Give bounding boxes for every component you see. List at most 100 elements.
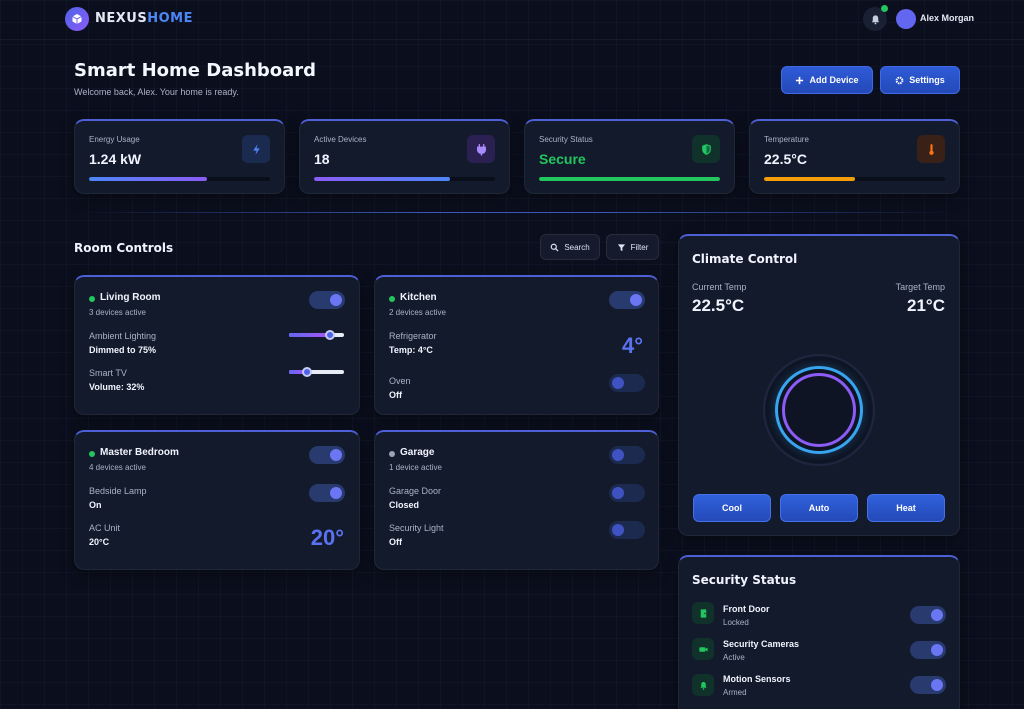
energy-progress-fill <box>89 177 207 181</box>
ambient-lighting-slider[interactable] <box>289 330 344 340</box>
room-device-count: 4 devices active <box>89 463 146 472</box>
room-status-dot <box>389 451 395 457</box>
mode-heat-button[interactable]: Heat <box>867 494 945 522</box>
device-state: On <box>89 500 102 510</box>
device-name: Security Light <box>389 523 444 533</box>
filter-button[interactable]: Filter <box>606 234 659 260</box>
dial-outer-ring <box>775 366 863 454</box>
room-device-count: 3 devices active <box>89 308 146 317</box>
security-light-toggle[interactable] <box>609 521 645 539</box>
stat-label: Energy Usage <box>89 135 140 144</box>
bedside-lamp-toggle[interactable] <box>309 484 345 502</box>
device-state: Volume: 32% <box>89 382 145 392</box>
add-device-button[interactable]: Add Device <box>781 66 873 94</box>
security-progress-track <box>539 177 720 181</box>
master-bedroom-power-toggle[interactable] <box>309 446 345 464</box>
stat-label: Active Devices <box>314 135 367 144</box>
device-name: Smart TV <box>89 368 127 378</box>
device-state: Closed <box>389 500 420 510</box>
filter-label: Filter <box>630 242 649 252</box>
thermostat-dial[interactable] <box>763 354 875 466</box>
device-state: Off <box>389 537 402 547</box>
device-name: Bedside Lamp <box>89 486 147 496</box>
settings-button[interactable]: Settings <box>880 66 960 94</box>
security-item-state: Locked <box>723 618 749 627</box>
add-device-label: Add Device <box>809 75 859 85</box>
user-name[interactable]: Alex Morgan <box>920 13 975 23</box>
stat-value: Secure <box>539 151 586 167</box>
room-name: Master Bedroom <box>100 447 179 458</box>
door-icon <box>692 602 714 624</box>
room-card-garage: Garage 1 device active Garage Door Close… <box>374 430 659 570</box>
dial-inner-ring <box>782 373 856 447</box>
device-name: Ambient Lighting <box>89 331 157 341</box>
room-controls-title: Room Controls <box>74 241 174 255</box>
security-item-state: Active <box>723 653 745 662</box>
device-name: AC Unit <box>89 523 121 533</box>
stat-card-security: Security Status Secure <box>524 119 735 194</box>
climate-control-panel: Climate Control Current Temp 22.5°C Targ… <box>678 234 960 536</box>
search-icon <box>550 243 559 252</box>
security-title: Security Status <box>692 573 797 587</box>
current-temp-value: 22.5°C <box>692 296 745 315</box>
room-card-living-room: Living Room 3 devices active Ambient Lig… <box>74 275 360 415</box>
page-title: Smart Home Dashboard <box>74 60 317 81</box>
target-temp-value: 21°C <box>907 296 945 315</box>
room-device-count: 1 device active <box>389 463 442 472</box>
room-device-count: 2 devices active <box>389 308 446 317</box>
brand-logo[interactable]: NEXUSHOME <box>95 11 193 26</box>
avatar[interactable] <box>896 9 916 29</box>
refrigerator-temp-readout: 4° <box>621 333 643 358</box>
mode-cool-button[interactable]: Cool <box>693 494 771 522</box>
room-card-kitchen: Kitchen 2 devices active Refrigerator Te… <box>374 275 659 415</box>
plus-icon <box>796 76 804 84</box>
stat-card-devices: Active Devices 18 <box>299 119 510 194</box>
front-door-toggle[interactable] <box>910 606 946 624</box>
room-status-dot <box>389 296 395 302</box>
smart-tv-volume-slider[interactable] <box>289 367 344 377</box>
security-status-panel: Security Status Front Door Locked Securi… <box>678 555 960 709</box>
device-state: Dimmed to 75% <box>89 345 157 355</box>
room-status-dot <box>89 451 95 457</box>
stat-value: 22.5°C <box>764 151 807 167</box>
stat-label: Temperature <box>764 135 809 144</box>
living-room-power-toggle[interactable] <box>309 291 345 309</box>
security-item-name: Security Cameras <box>723 639 800 649</box>
target-temp-label: Target Temp <box>895 282 945 292</box>
room-status-dot <box>89 296 95 302</box>
search-label: Search <box>564 242 590 252</box>
energy-progress-track <box>89 177 270 181</box>
devices-progress-track <box>314 177 495 181</box>
room-name: Living Room <box>100 292 161 303</box>
stat-label: Security Status <box>539 135 593 144</box>
plug-icon <box>467 135 495 163</box>
top-bar <box>0 0 1024 40</box>
device-state: 20°C <box>89 537 110 547</box>
camera-icon <box>692 638 714 660</box>
current-temp-label: Current Temp <box>692 282 747 292</box>
security-item-name: Front Door <box>723 604 770 614</box>
security-cameras-toggle[interactable] <box>910 641 946 659</box>
shield-icon <box>692 135 720 163</box>
mode-auto-button[interactable]: Auto <box>780 494 858 522</box>
stat-card-temperature: Temperature 22.5°C <box>749 119 960 194</box>
logo-cube-icon[interactable] <box>65 7 89 31</box>
devices-progress-fill <box>314 177 450 181</box>
motion-sensors-toggle[interactable] <box>910 676 946 694</box>
stat-value: 1.24 kW <box>89 151 142 167</box>
device-name: Refrigerator <box>389 331 437 341</box>
room-name: Garage <box>400 447 435 458</box>
section-divider <box>74 212 960 213</box>
kitchen-power-toggle[interactable] <box>609 291 645 309</box>
temperature-progress-fill <box>764 177 855 181</box>
search-button[interactable]: Search <box>540 234 600 260</box>
garage-power-toggle[interactable] <box>609 446 645 464</box>
notification-badge <box>881 5 888 12</box>
garage-door-toggle[interactable] <box>609 484 645 502</box>
temperature-progress-track <box>764 177 945 181</box>
motion-sensor-icon <box>692 674 714 696</box>
filter-icon <box>617 243 625 251</box>
brand-name-part1: NEXUS <box>95 11 148 26</box>
page-subtitle: Welcome back, Alex. Your home is ready. <box>74 87 239 97</box>
oven-toggle[interactable] <box>609 374 645 392</box>
